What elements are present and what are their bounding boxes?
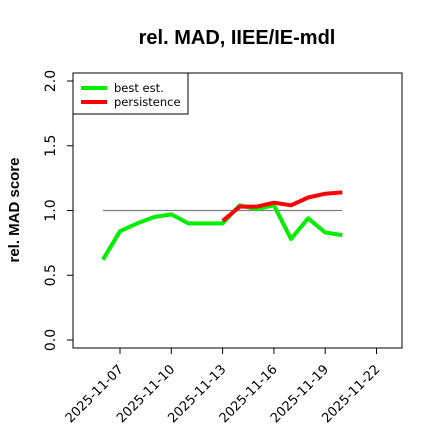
y-tick-label: 1.5	[43, 135, 59, 157]
legend: best est.persistence	[72, 72, 189, 115]
legend-box	[72, 72, 189, 115]
y-tick-label: 1.0	[43, 199, 59, 221]
series-line-persistence	[221, 190, 343, 223]
plot-marks	[101, 190, 343, 261]
chart-title: rel. MAD, IIEE/IE-mdl	[139, 27, 336, 49]
y-axis-label: rel. MAD score	[6, 157, 23, 262]
legend-label: best est.	[114, 81, 164, 95]
y-tick-label: 0.0	[43, 329, 59, 351]
series-line-best-est	[101, 203, 343, 261]
y-axis: 0.0 0.5 1.0 1.5 2.0	[43, 70, 73, 351]
y-tick-label: 2.0	[43, 70, 59, 92]
y-tick-label: 0.5	[43, 264, 59, 286]
legend-label: persistence	[114, 95, 181, 109]
